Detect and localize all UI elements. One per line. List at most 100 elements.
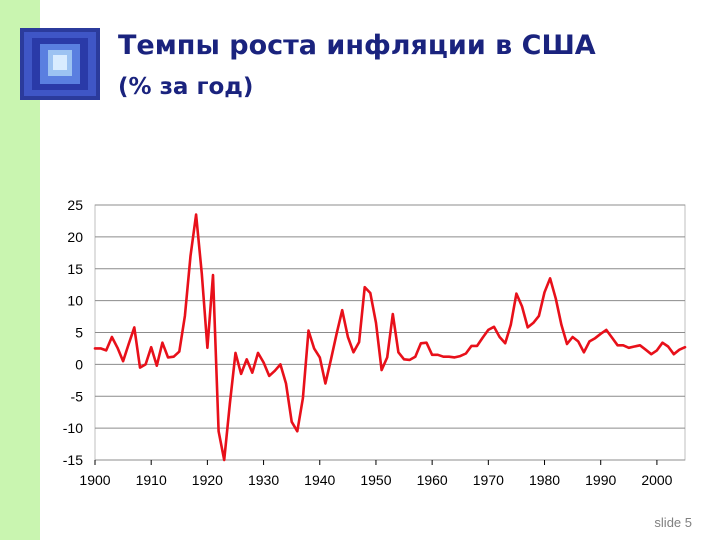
data-point — [515, 292, 518, 295]
y-tick-label: 0 — [75, 356, 83, 372]
data-point — [122, 360, 124, 363]
data-point — [358, 341, 360, 343]
data-point — [375, 322, 377, 324]
data-point — [594, 337, 596, 340]
series-layer — [93, 213, 687, 462]
data-point — [425, 341, 428, 344]
data-point — [380, 369, 383, 372]
y-tick-label: -10 — [63, 420, 83, 436]
x-tick-label: 1930 — [248, 472, 279, 488]
data-point — [94, 347, 96, 350]
data-point — [436, 353, 439, 356]
data-point — [302, 397, 304, 400]
x-tick-label: 1970 — [473, 472, 504, 488]
data-point — [661, 341, 664, 344]
data-point — [498, 336, 501, 338]
data-point — [217, 430, 220, 433]
data-point — [464, 352, 467, 355]
y-tick-label: 15 — [67, 261, 83, 277]
data-point — [431, 353, 434, 356]
data-point — [324, 382, 327, 385]
data-point — [307, 329, 310, 332]
data-point — [257, 352, 259, 354]
data-point — [599, 332, 602, 335]
data-point — [554, 297, 557, 300]
data-point — [639, 344, 641, 347]
data-point — [330, 358, 332, 361]
data-point — [318, 356, 321, 359]
data-point — [262, 361, 265, 364]
data-point — [195, 213, 198, 216]
data-point — [627, 346, 630, 349]
data-point — [538, 315, 540, 317]
data-point — [420, 342, 422, 345]
data-point — [313, 347, 316, 350]
data-point — [184, 315, 186, 317]
data-point — [588, 340, 591, 343]
slide-title: Темпы роста инфляции в США — [118, 30, 596, 61]
data-point — [571, 336, 574, 338]
slide-number: slide 5 — [654, 515, 692, 530]
data-point — [678, 348, 681, 351]
data-point — [240, 373, 242, 375]
data-point — [397, 351, 400, 354]
data-point — [481, 336, 484, 339]
data-point — [403, 358, 405, 361]
data-point — [167, 356, 169, 359]
y-tick-label: 25 — [67, 197, 83, 213]
data-point — [139, 366, 141, 369]
grid-layer — [94, 204, 686, 461]
x-tick-label: 1940 — [304, 472, 335, 488]
inflation-line-chart: 25 20 15 10 5 0 -5 -10 -15 1900 1910 1920 1930 1940 19… — [63, 197, 687, 488]
data-point — [363, 286, 366, 289]
data-point — [504, 342, 507, 345]
data-point — [279, 363, 282, 366]
x-tick-label: 1900 — [79, 472, 110, 488]
data-point — [667, 345, 670, 348]
data-point — [459, 355, 462, 357]
data-point — [268, 374, 271, 377]
data-point — [577, 340, 580, 343]
x-tick-label: 1980 — [529, 472, 560, 488]
data-point — [99, 347, 102, 350]
series-line — [93, 213, 687, 462]
data-point — [616, 344, 619, 347]
data-point — [656, 349, 658, 352]
data-point — [161, 341, 164, 344]
slide-subtitle: (% за год) — [118, 74, 254, 100]
data-point — [296, 430, 299, 433]
data-point — [285, 382, 287, 385]
data-point — [509, 323, 512, 326]
data-point — [105, 349, 108, 352]
data-point — [352, 351, 355, 354]
blue-window-icon — [20, 28, 100, 100]
data-point — [200, 272, 203, 275]
data-point — [346, 336, 349, 338]
y-tick-label: -15 — [63, 452, 83, 468]
data-point — [341, 309, 344, 312]
data-point — [144, 363, 147, 366]
data-point — [453, 356, 456, 359]
y-tick-label: 5 — [75, 325, 83, 341]
data-point — [172, 355, 175, 358]
data-point — [369, 292, 372, 294]
x-tick-label: 1990 — [585, 472, 616, 488]
x-tick-label: 1920 — [192, 472, 223, 488]
x-tick-label: 1910 — [136, 472, 167, 488]
data-point — [470, 344, 473, 347]
data-point — [223, 459, 226, 461]
data-point — [127, 343, 130, 345]
data-point — [251, 371, 254, 374]
data-point — [526, 326, 529, 329]
data-point — [633, 345, 636, 348]
data-point — [155, 364, 158, 367]
data-point — [110, 336, 113, 338]
data-point — [582, 351, 585, 354]
data-point — [178, 350, 181, 353]
data-point — [532, 322, 535, 324]
x-tick-label: 1950 — [360, 472, 391, 488]
data-point — [684, 346, 686, 349]
data-point — [476, 344, 478, 347]
data-point — [273, 369, 276, 372]
data-point — [212, 274, 214, 277]
